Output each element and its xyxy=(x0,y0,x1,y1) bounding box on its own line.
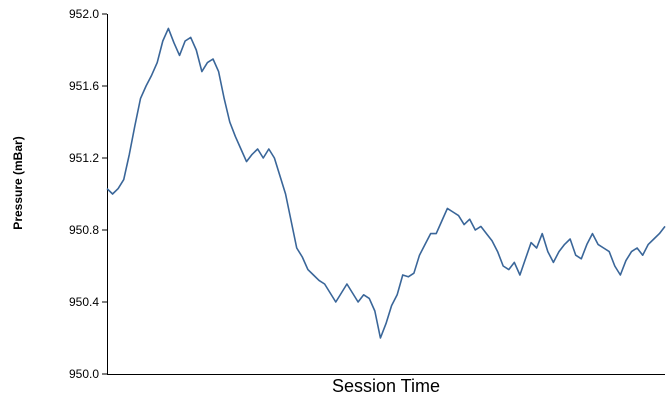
y-axis-ticks: 950.0 950.4 950.8 951.2 951.6 952.0 xyxy=(69,7,107,381)
y-tick-label: 951.6 xyxy=(69,79,99,93)
y-tick-label: 952.0 xyxy=(69,7,99,21)
y-tick-label: 951.2 xyxy=(69,151,99,165)
y-tick-label: 950.4 xyxy=(69,295,99,309)
y-axis-title: Pressure (mBar) xyxy=(11,136,25,229)
y-tick-label: 950.0 xyxy=(69,367,99,381)
x-axis-title: Session Time xyxy=(332,376,440,396)
y-tick-label: 950.8 xyxy=(69,223,99,237)
series-line-pressure xyxy=(106,27,666,339)
